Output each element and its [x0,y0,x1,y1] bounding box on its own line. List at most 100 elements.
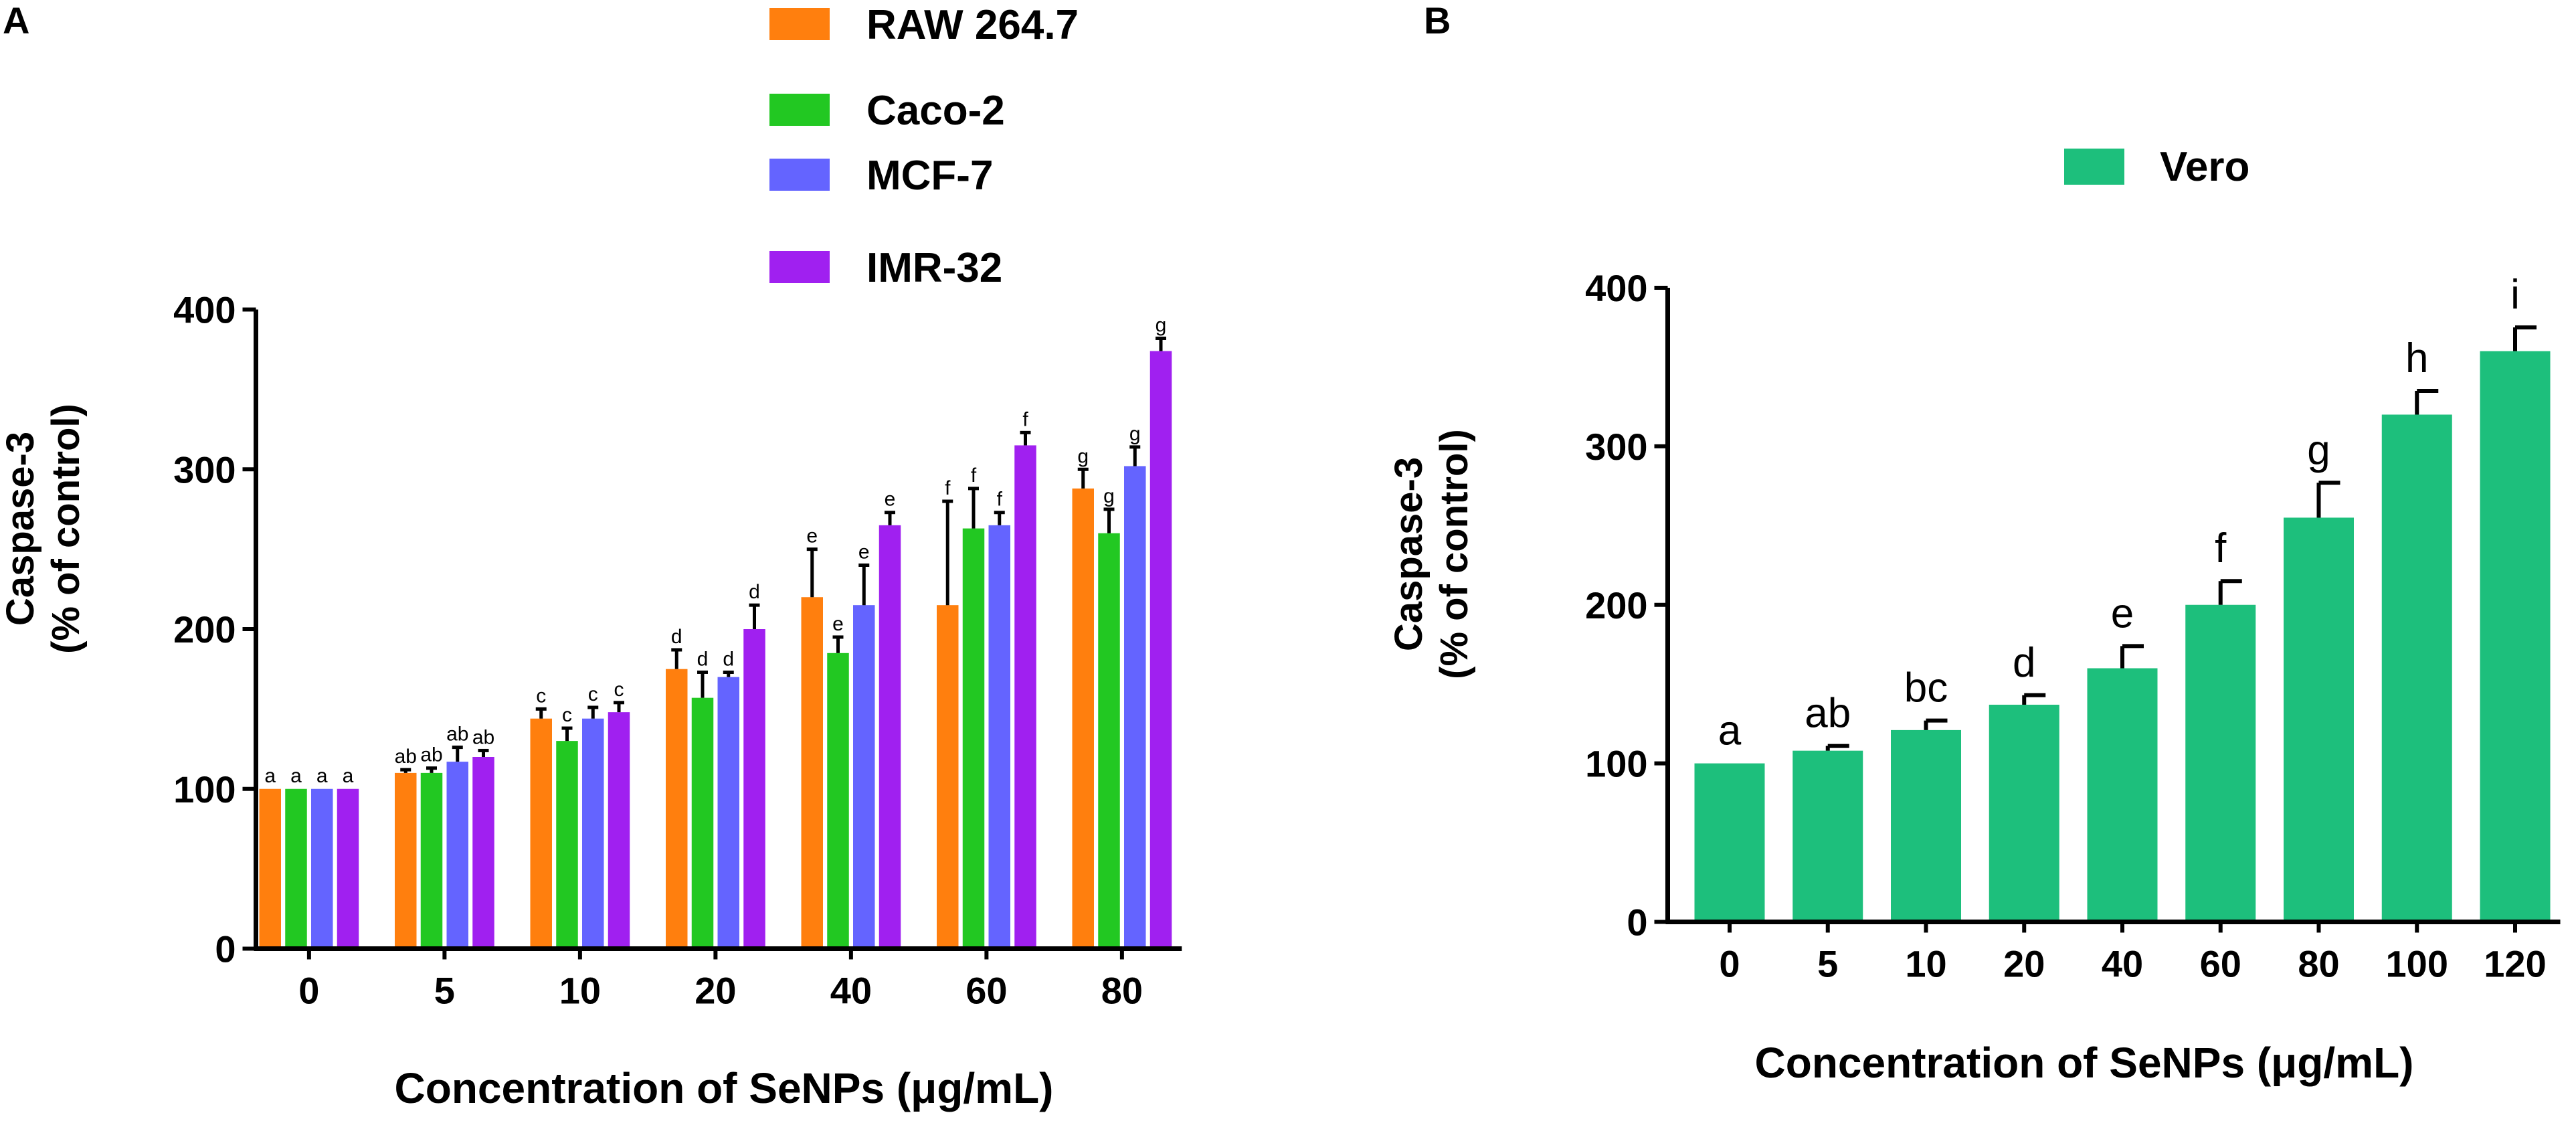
significance-letter: a [1718,708,1742,754]
significance-letter: a [264,765,276,787]
y-tick-label: 100 [1585,743,1647,785]
bar [420,772,443,949]
significance-letter: ab [420,744,442,766]
bar [2381,414,2452,922]
bar [1792,750,1863,922]
y-tick-label: 400 [173,289,236,331]
bar [666,669,688,949]
legend-swatch [769,159,830,191]
legend-label: RAW 264.7 [866,2,1079,48]
panel-a-y-title: Caspase-3 (% of control) [0,404,88,654]
bar [743,629,765,949]
panel-a-xlabel: Concentration of SeNPs (μg/mL) [395,1064,1054,1112]
x-tick-label: 100 [2386,943,2448,985]
bar [1149,351,1172,949]
bar [582,718,604,949]
legend-swatch [769,8,830,40]
bar [717,677,739,949]
significance-letter: bc [1904,665,1948,711]
bar [530,718,552,949]
x-tick-label: 120 [2484,943,2546,985]
panel-a-ylabel-line2: (% of control) [44,404,88,654]
significance-letter: f [971,464,977,487]
x-tick-label: 0 [298,970,319,1012]
panel-b-xlabel: Concentration of SeNPs (μg/mL) [1755,1039,2414,1087]
legend-swatch [769,251,830,283]
significance-letter: f [1022,408,1028,430]
y-tick-label: 0 [1627,901,1647,944]
significance-letter: f [2215,525,2227,572]
significance-letter: ab [472,726,494,748]
panel-b-ylabel-line1: Caspase-3 [1387,457,1431,651]
significance-letter: d [749,581,760,603]
bar [2480,351,2551,922]
significance-letter: d [671,626,682,648]
bar [962,528,985,949]
significance-letter: h [2405,335,2428,381]
x-tick-label: 80 [1101,970,1143,1012]
significance-letter: e [858,541,870,564]
legend-label: Caco-2 [866,88,1005,134]
bar [2185,604,2256,922]
panel-a-label: A [3,0,29,41]
bar [446,762,468,949]
significance-letter: a [343,765,354,787]
legend-label: IMR-32 [866,245,1002,291]
y-tick-label: 200 [173,608,236,651]
y-tick-label: 100 [173,768,236,810]
x-tick-label: 60 [965,970,1007,1012]
bar [853,605,875,949]
bar [1124,466,1146,949]
bar [311,788,333,949]
significance-letter: e [2111,590,2134,636]
significance-letter: g [1156,314,1167,336]
bar [1072,488,1094,949]
panel-b-ylabel-line2: (% of control) [1433,429,1476,679]
bar [608,712,630,949]
y-tick-label: 300 [173,448,236,491]
x-tick-label: 20 [2003,943,2045,985]
y-tick-label: 200 [1585,584,1647,626]
panel-b-y-title: Caspase-3 (% of control) [1387,429,1476,679]
significance-letter: a [290,765,302,787]
panel-b-plot: a 0 ab 5 bc 10 d 20 e 40 f 60 g 80 h 100 i 120 0 100 200 300 4… [1585,144,2561,985]
legend-label: MCF-7 [866,153,993,199]
x-tick-label: 10 [1905,943,1946,985]
bar [285,788,307,949]
significance-letter: e [806,525,818,547]
bar [1989,704,2059,922]
significance-letter: ab [446,723,468,746]
significance-letter: g [1103,485,1115,507]
x-tick-label: 10 [559,970,601,1012]
x-tick-label: 5 [434,970,455,1012]
x-tick-label: 40 [830,970,872,1012]
x-tick-label: 5 [1817,943,1838,985]
significance-letter: e [885,489,896,511]
bar [1098,533,1120,949]
significance-letter: a [316,765,328,787]
panel-b-label: B [1424,0,1451,41]
significance-letter: c [588,683,598,705]
bar [259,788,281,949]
bar [1891,729,1961,922]
legend-label: Vero [2160,144,2249,190]
legend-swatch [2064,149,2124,185]
significance-letter: g [2307,427,2330,473]
x-tick-label: 80 [2298,943,2339,985]
significance-letter: f [997,489,1003,511]
y-tick-label: 400 [1585,267,1647,309]
legend-swatch [769,94,830,126]
significance-letter: f [945,477,951,499]
panel-a-ylabel-line1: Caspase-3 [0,432,42,626]
significance-letter: c [562,704,572,726]
bar [879,525,901,949]
bar [1694,763,1765,922]
significance-letter: i [2510,272,2520,318]
bar [2087,668,2158,922]
significance-letter: d [723,648,734,670]
bar [801,597,823,949]
significance-letter: g [1129,423,1141,445]
bar [337,788,359,949]
bar [827,653,849,949]
